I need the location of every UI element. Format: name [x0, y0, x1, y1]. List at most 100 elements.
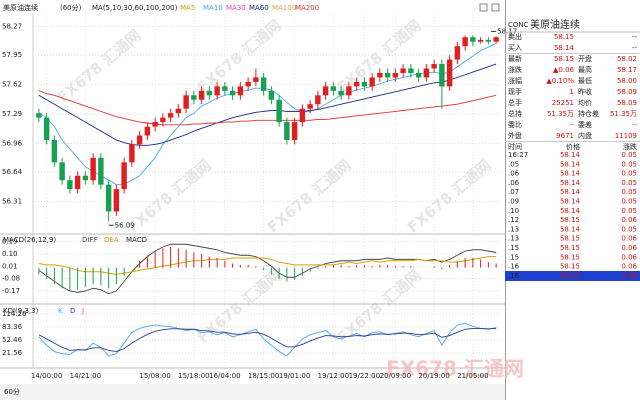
quote-value: 51.35万: [547, 110, 574, 118]
trade-header: 时间: [508, 142, 522, 151]
trade-cell: .12: [508, 216, 519, 224]
candle-body: [82, 175, 89, 181]
legend-entry: DEA: [104, 236, 119, 244]
candle-body: [160, 117, 166, 123]
trade-cell: 58.15: [560, 263, 580, 271]
candle-body: [36, 113, 42, 118]
candle-body: [408, 68, 414, 73]
candle-body: [322, 86, 329, 96]
quote-value: 58.14: [554, 44, 575, 52]
legend-entry: J: [81, 307, 84, 315]
candle-body: [198, 90, 205, 100]
quote-label: 最低: [578, 76, 592, 85]
quote-label: 均价: [578, 98, 592, 107]
trade-cell: .09: [508, 198, 519, 206]
x-tick-label: 20/09:00: [380, 372, 411, 380]
footer-bar: [0, 384, 505, 400]
legend-entry: MA200: [295, 4, 319, 12]
candle-body: [191, 95, 197, 100]
trade-cell: .05: [508, 160, 519, 168]
quote-value: 1: [570, 88, 574, 96]
candle-body: [369, 77, 375, 87]
legend-entry: MA60: [249, 4, 269, 12]
trade-cell: 0.05: [621, 170, 637, 178]
candle-body: [129, 144, 135, 163]
quote-value: 9671: [556, 132, 574, 140]
candle-body: [446, 59, 453, 87]
quote-value: ▲0.10%: [546, 77, 574, 85]
quote-value: 25251: [552, 99, 574, 107]
icon[interactable]: [491, 3, 500, 12]
trade-header: 涨跌: [623, 142, 637, 151]
quote-label: 委差: [578, 120, 592, 129]
x-tick-label: 19/01:00: [279, 372, 310, 380]
candle-body: [229, 90, 236, 96]
trade-cell: 0.05: [621, 198, 637, 206]
quote-label: 总手: [508, 98, 522, 107]
candle-body: [338, 90, 344, 96]
toolbar-icons[interactable]: [479, 3, 500, 12]
candle-body: [206, 90, 213, 96]
x-tick-label: 16/04:00: [209, 372, 240, 380]
quote-value: 58.09: [617, 99, 637, 107]
trade-cell: 58.14: [560, 225, 581, 233]
quote-value: --: [632, 33, 638, 41]
symbol-code: CONC: [508, 21, 529, 29]
x-tick-label: 19/22:00: [349, 372, 380, 380]
y-tick-label: 57.62: [2, 81, 22, 89]
trade-cell: 0.05: [621, 179, 637, 187]
candle-body: [291, 122, 298, 140]
candle-body: [98, 157, 104, 185]
x-tick-label: 21/05:00: [457, 372, 488, 380]
quote-label: 买入: [508, 44, 522, 52]
candle-body: [152, 122, 158, 127]
indicator-line: [38, 63, 497, 146]
legend-entry: MA10: [203, 4, 223, 12]
y-tick-label: 56.64: [2, 168, 23, 176]
candle-body: [253, 77, 259, 82]
trade-cell: 58.14: [560, 188, 581, 196]
quote-label: 最新: [508, 54, 522, 63]
selected-row: [505, 271, 640, 281]
candle-body: [268, 90, 275, 100]
icon[interactable]: [479, 3, 488, 12]
candle-body: [183, 95, 189, 109]
y-tick-label: 21.56: [2, 349, 23, 357]
candle-body: [90, 157, 96, 181]
candle-body: [276, 99, 282, 123]
indicator-line: [38, 256, 497, 275]
panel-title: MACD(26,12,9): [3, 236, 56, 244]
candle-body: [377, 72, 383, 78]
logo: FX678 汇通网: [386, 357, 524, 381]
candle-body: [384, 72, 391, 78]
y-tick-label: 57.95: [2, 51, 22, 59]
quote-label: 持仓差: [578, 109, 599, 118]
indicator-line: [38, 90, 497, 126]
candle-body: [59, 162, 65, 181]
quote-value: 58.02: [617, 55, 637, 63]
y-tick-label: 56.31: [2, 198, 22, 206]
candle-body: [74, 175, 81, 190]
candle-body: [392, 72, 399, 78]
candle-body: [260, 77, 267, 91]
y-tick-label: 58.27: [2, 23, 22, 31]
trade-cell: 58.15: [560, 253, 580, 261]
candle-body: [113, 189, 120, 212]
y-tick-label: 0.10: [2, 250, 18, 258]
quote-label: 外盘: [508, 131, 522, 140]
y-tick-label: 57.29: [2, 110, 22, 118]
x-tick-label: 15/18:00: [178, 372, 209, 380]
indicator-line: [38, 327, 497, 353]
trade-cell: .10: [508, 207, 519, 215]
trade-cell: 0.06: [621, 263, 637, 271]
quote-value: --: [632, 44, 638, 52]
candle-body: [346, 86, 352, 96]
quote-value: 51.35万: [610, 110, 637, 118]
candle-body: [462, 37, 468, 47]
trade-cell: 0.05: [621, 188, 637, 196]
legend-entry: DIFF: [82, 236, 98, 244]
trade-cell: .13: [508, 235, 519, 243]
quote-label: 涨跌: [508, 65, 522, 74]
y-tick-label: 83.36: [2, 323, 23, 331]
trade-cell: 58.14: [560, 160, 581, 168]
